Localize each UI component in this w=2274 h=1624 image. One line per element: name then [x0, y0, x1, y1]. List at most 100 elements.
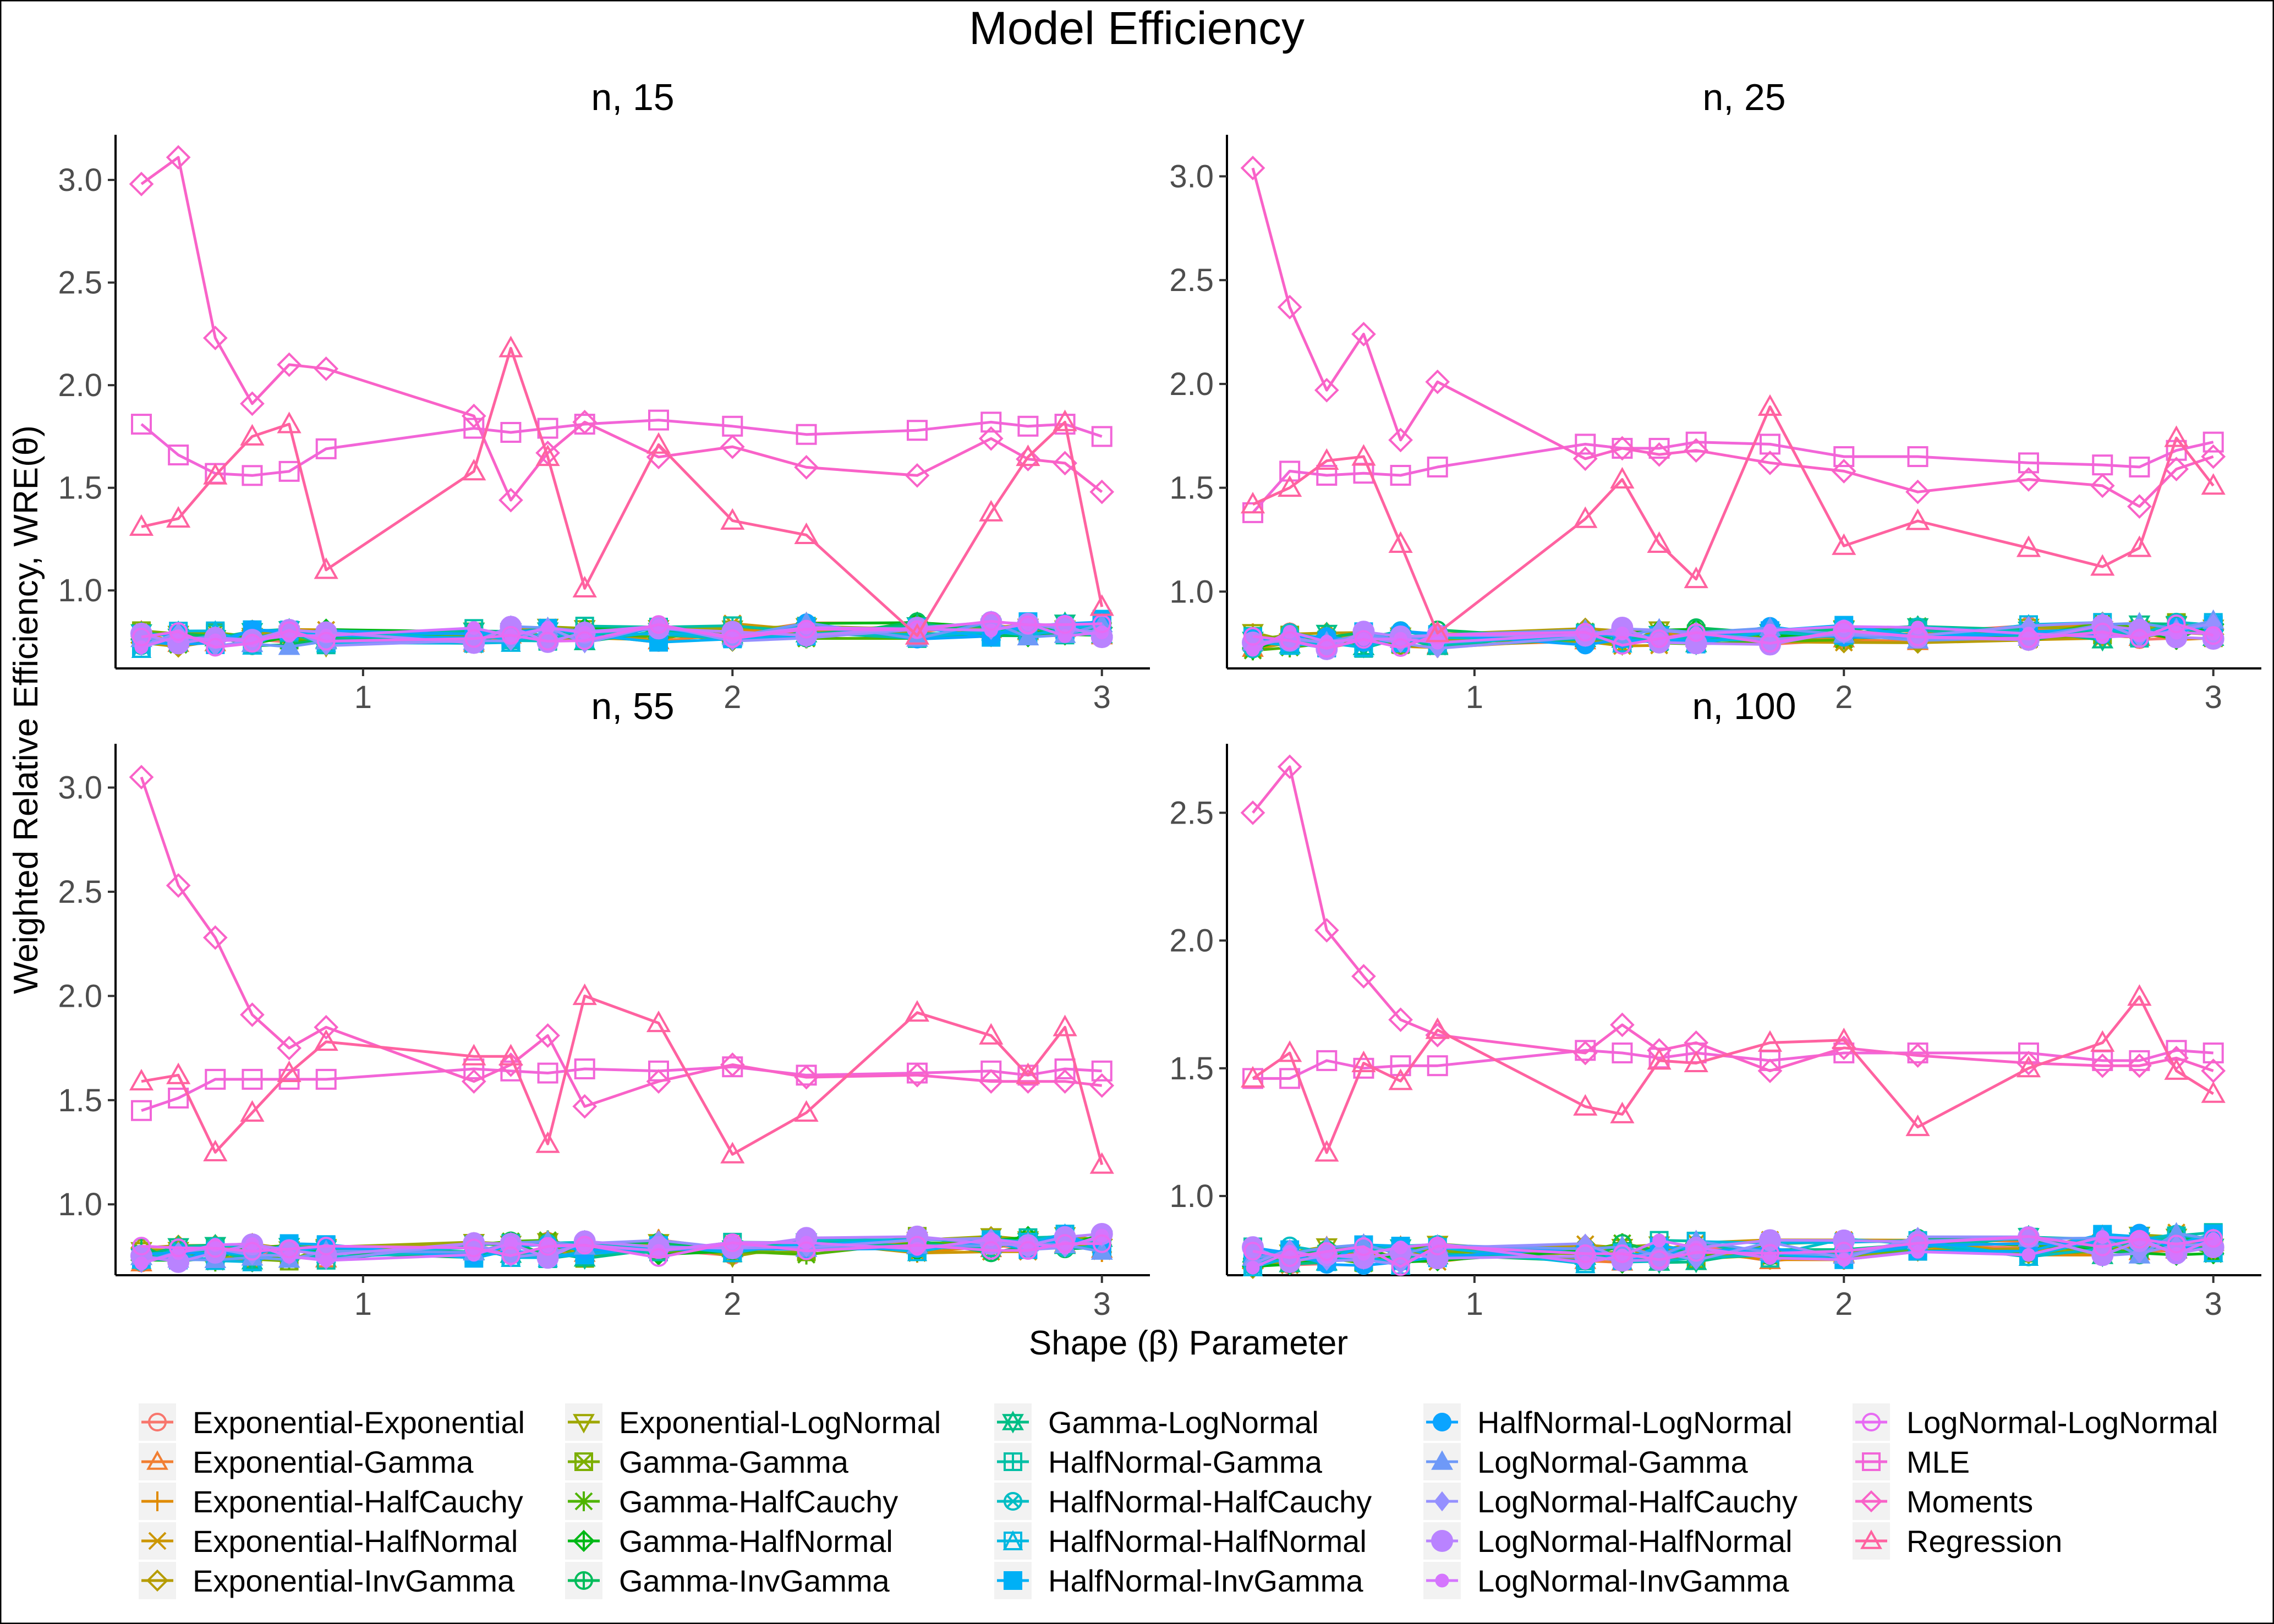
point-mle	[1316, 1050, 1338, 1071]
legend-item-halfnormal-gamma: HalfNormal-Gamma	[994, 1443, 1323, 1480]
point-moments	[1351, 964, 1376, 989]
point-lognormal-invgamma	[2169, 1247, 2184, 1261]
point-lognormal-invgamma	[1763, 623, 1777, 638]
point-regression	[1016, 1062, 1040, 1084]
point-regression	[240, 424, 265, 446]
legend-label: HalfNormal-InvGamma	[1048, 1563, 1363, 1598]
legend-label: Gamma-InvGamma	[619, 1563, 890, 1598]
point-lognormal-lognormal	[1576, 623, 1595, 642]
point-lognormal-lognormal	[280, 621, 299, 640]
series-line-lognormal-lognormal	[1252, 1235, 2214, 1268]
legend-key-marker	[574, 1452, 593, 1471]
point-moments	[720, 1052, 745, 1077]
x-tick-label: 3	[2205, 1286, 2222, 1322]
point-regression	[203, 463, 228, 485]
point-mle	[1091, 1060, 1113, 1082]
point-moments	[1351, 321, 1376, 347]
point-lognormal-lognormal	[538, 632, 557, 651]
series-line-lognormal-lognormal	[1252, 622, 2214, 650]
point-regression	[905, 1000, 930, 1022]
point-mle	[1648, 437, 1670, 459]
point-mle	[1612, 1042, 1633, 1063]
x-tick-label: 3	[2205, 679, 2222, 715]
y-tick-label: 2.5	[1169, 795, 1214, 831]
point-mle	[796, 424, 817, 445]
point-moments	[1610, 436, 1635, 461]
point-regression	[720, 508, 745, 530]
legend-item-halfnormal-lognormal: HalfNormal-LogNormal	[1423, 1403, 1793, 1441]
point-moments	[905, 1062, 930, 1088]
point-lognormal-lognormal	[908, 1236, 927, 1255]
point-moments	[498, 487, 523, 513]
point-regression	[979, 1023, 1004, 1045]
point-moments	[535, 440, 560, 465]
point-lognormal-lognormal	[1317, 1242, 1336, 1261]
series-line-lognormal-lognormal	[141, 1241, 1102, 1259]
point-moments	[1757, 450, 1783, 475]
legend-key-marker-stroke	[574, 1492, 593, 1511]
point-regression	[905, 623, 930, 645]
point-moments	[2090, 1053, 2115, 1078]
legend-label: Exponential-Exponential	[193, 1405, 525, 1440]
legend-key-marker	[1002, 1530, 1023, 1550]
point-mle	[1427, 456, 1448, 478]
point-regression	[277, 1060, 302, 1082]
point-moments	[166, 145, 191, 170]
point-mle	[242, 1068, 263, 1090]
point-moments	[1053, 1069, 1077, 1094]
point-regression	[720, 1142, 745, 1164]
point-lognormal-lognormal	[1391, 1257, 1410, 1276]
legend-key-marker	[574, 1491, 594, 1511]
legend-item-lognormal-halfnormal: LogNormal-HalfNormal	[1423, 1522, 1793, 1560]
point-regression	[905, 1000, 930, 1022]
point-mle	[1427, 1055, 1448, 1077]
point-mle	[1390, 1055, 1411, 1077]
point-lognormal-lognormal	[1428, 1237, 1447, 1256]
point-moments	[1684, 438, 1709, 463]
y-tick-label: 1.5	[1169, 1051, 1214, 1087]
point-moments	[1905, 479, 1930, 504]
point-regression	[129, 1068, 154, 1091]
point-regression	[203, 1139, 228, 1161]
legend-key-marker	[148, 1532, 167, 1550]
point-regression	[1388, 1068, 1413, 1090]
legend-item-gamma-gamma: Gamma-Gamma	[565, 1443, 849, 1480]
point-regression	[1278, 1040, 1302, 1062]
point-regression	[1240, 1066, 1265, 1088]
point-mle	[168, 1088, 189, 1109]
point-mle	[1427, 1055, 1448, 1077]
legend-label: LogNormal-InvGamma	[1477, 1563, 1789, 1598]
legend-key-marker	[574, 1452, 593, 1471]
y-tick-label: 3.0	[58, 162, 102, 198]
point-regression	[166, 506, 191, 528]
legend-item-lognormal-gamma: LogNormal-Gamma	[1423, 1443, 1749, 1480]
point-lognormal-lognormal	[132, 1237, 151, 1256]
point-moments	[646, 1069, 671, 1094]
point-lognormal-lognormal	[1391, 638, 1410, 657]
point-lognormal-lognormal	[2093, 622, 2112, 641]
point-mle	[1091, 426, 1113, 447]
point-lognormal-invgamma	[503, 1236, 518, 1250]
point-lognormal-lognormal	[243, 634, 262, 653]
point-moments	[2201, 444, 2226, 469]
point-moments	[461, 1069, 486, 1094]
point-lognormal-lognormal	[723, 1233, 742, 1252]
point-moments	[572, 1094, 598, 1119]
point-lognormal-lognormal	[1280, 1248, 1300, 1268]
y-tick-label: 2.5	[58, 874, 102, 910]
point-lognormal-lognormal	[206, 638, 225, 657]
point-lognormal-lognormal	[243, 1242, 262, 1261]
legend-label: Gamma-Gamma	[619, 1445, 849, 1479]
point-lognormal-invgamma	[1246, 643, 1260, 657]
legend-item-exponential-halfnormal: Exponential-HalfNormal	[139, 1522, 518, 1560]
point-lognormal-lognormal	[1317, 1242, 1336, 1261]
point-regression	[240, 1100, 265, 1122]
point-regression	[2201, 1081, 2226, 1103]
point-lognormal-lognormal	[1686, 1243, 1706, 1262]
point-moments	[461, 1069, 486, 1094]
legend-key-marker	[1433, 1413, 1451, 1431]
point-moments	[978, 1069, 1004, 1094]
point-moments	[535, 1023, 560, 1048]
point-lognormal-halfnormal	[1759, 1229, 1781, 1252]
panel-1: n, 15 1.0 1.5 2.0 2.5 3.0 1 2 3	[58, 76, 1150, 715]
